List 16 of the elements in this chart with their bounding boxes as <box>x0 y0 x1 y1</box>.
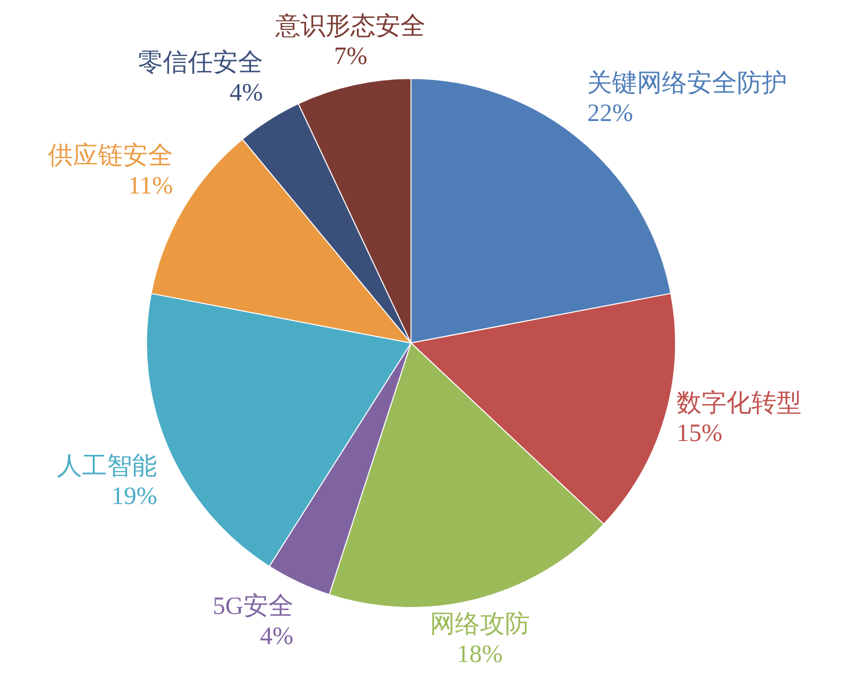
slice-label: 网络攻防 <box>430 610 530 638</box>
data-label: 22% <box>587 100 634 128</box>
data-label: 19% <box>111 482 158 510</box>
data-label: 18% <box>456 640 503 668</box>
slice-label: 数字化转型 <box>676 389 802 418</box>
slice-label: 零信任安全 <box>138 48 263 77</box>
data-label: 4% <box>230 80 263 107</box>
data-label: 15% <box>676 420 722 448</box>
slice-label: 关键网络安全防护 <box>587 69 788 98</box>
slice-label: 人工智能 <box>57 452 158 480</box>
slice-label: 供应链安全 <box>48 141 174 170</box>
data-label: 4% <box>260 623 294 650</box>
slice-label: 意识形态安全 <box>274 12 426 40</box>
slice-label: 5G安全 <box>212 592 294 620</box>
data-label: 7% <box>334 43 368 70</box>
data-label: 11% <box>128 172 174 200</box>
